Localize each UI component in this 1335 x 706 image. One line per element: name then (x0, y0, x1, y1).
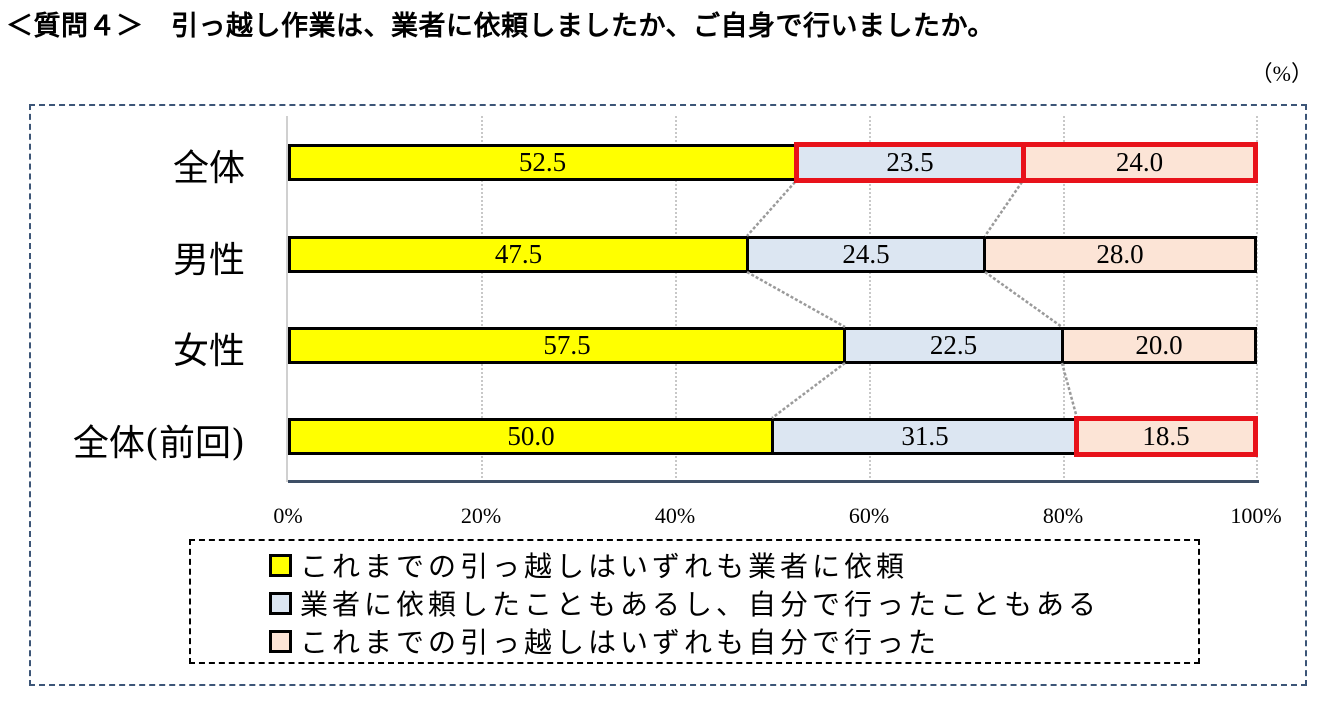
bar-male-self: 28.0 (983, 236, 1257, 273)
legend-item-both: 業者に依頼したこともあるし、自分で行ったこともある (269, 583, 1100, 623)
x-tick-100: 100% (1230, 503, 1282, 528)
row-label-total: 全体 (172, 148, 245, 189)
bar-prev-self: 18.5 (1074, 416, 1258, 457)
legend-swatch-yellow-icon (269, 553, 292, 577)
bar-total-vendor: 52.5 (288, 144, 797, 181)
x-axis-line (288, 480, 1259, 483)
legend-label: 業者に依頼したこともあるし、自分で行ったこともある (300, 588, 1101, 621)
bar-female-both: 22.5 (843, 327, 1064, 364)
y-axis-line (286, 116, 288, 482)
bar-total-self: 24.0 (1021, 142, 1258, 183)
x-tick-40: 40% (654, 503, 696, 528)
legend-label: これまでの引っ越しはいずれも自分で行った (300, 626, 941, 659)
bar-prev-vendor: 50.0 (288, 418, 774, 455)
legend-item-vendor: これまでの引っ越しはいずれも業者に依頼 (269, 545, 908, 585)
unit-label: （%） (1250, 61, 1313, 86)
x-tick-60: 60% (848, 503, 890, 528)
bar-female-vendor: 57.5 (288, 327, 846, 364)
gridline-20 (481, 116, 483, 482)
gridline-100 (1256, 116, 1258, 482)
bar-male-both: 24.5 (746, 236, 986, 273)
gridline-80 (1063, 116, 1065, 482)
row-label-female: 女性 (172, 331, 245, 372)
plot-area: 52.5 23.5 24.0 47.5 24.5 28.0 57.5 22.5 … (286, 116, 1259, 483)
gridline-60 (869, 116, 871, 482)
bar-total-both: 23.5 (794, 142, 1026, 183)
row-label-total-previous: 全体(前回) (72, 423, 245, 464)
legend-item-self: これまでの引っ越しはいずれも自分で行った (269, 621, 940, 661)
chart-title: ＜質問４＞ 引っ越し作業は、業者に依頼しましたか、ご自身で行いましたか。 (6, 11, 995, 42)
legend: これまでの引っ越しはいずれも業者に依頼 業者に依頼したこともあるし、自分で行った… (189, 539, 1200, 664)
x-tick-20: 20% (460, 503, 502, 528)
legend-swatch-peach-icon (269, 629, 292, 653)
gridline-40 (675, 116, 677, 482)
chart-frame (29, 104, 1307, 686)
bar-prev-both: 31.5 (771, 418, 1079, 455)
bar-male-vendor: 47.5 (288, 236, 749, 273)
bar-female-self: 20.0 (1061, 327, 1257, 364)
row-label-male: 男性 (172, 240, 245, 281)
legend-swatch-blue-icon (269, 591, 292, 615)
x-tick-80: 80% (1042, 503, 1084, 528)
legend-label: これまでの引っ越しはいずれも業者に依頼 (300, 550, 909, 583)
x-tick-0: 0% (273, 503, 303, 528)
